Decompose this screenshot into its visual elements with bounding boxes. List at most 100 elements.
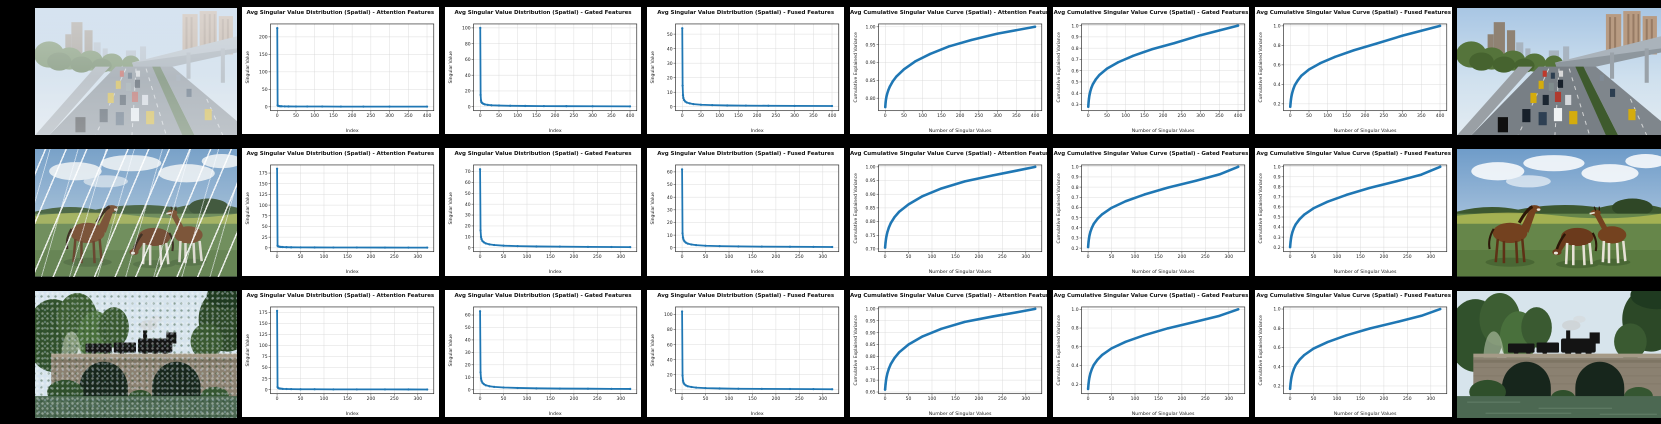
chart-cumulative-gated-r2: Avg Cumulative Singular Value Curve (Spa… <box>1052 148 1250 276</box>
svg-text:0.2: 0.2 <box>1071 246 1078 252</box>
svg-text:175: 175 <box>259 171 268 177</box>
svg-text:100: 100 <box>259 203 268 209</box>
svg-text:60: 60 <box>667 342 673 348</box>
svg-text:Cumulative Explained Variance: Cumulative Explained Variance <box>1258 32 1264 103</box>
svg-text:50: 50 <box>1108 255 1114 261</box>
svg-text:0.90: 0.90 <box>866 192 876 198</box>
chart-title: Avg Singular Value Distribution (Spatial… <box>454 10 632 16</box>
svg-text:0.6: 0.6 <box>1274 63 1281 69</box>
svg-text:50: 50 <box>262 224 268 230</box>
svg-text:Index: Index <box>346 269 359 275</box>
svg-text:250: 250 <box>569 113 578 119</box>
svg-text:0.2: 0.2 <box>1274 383 1281 389</box>
svg-text:150: 150 <box>1140 113 1149 119</box>
svg-text:200: 200 <box>569 255 578 261</box>
svg-text:0: 0 <box>1289 113 1292 119</box>
svg-text:Number of Singular Values: Number of Singular Values <box>929 269 992 275</box>
svg-text:150: 150 <box>1154 396 1163 402</box>
svg-text:Singular Value: Singular Value <box>245 334 251 367</box>
svg-text:Singular Value: Singular Value <box>650 334 656 367</box>
svg-text:400: 400 <box>625 113 634 119</box>
chart-svd-dist-gated-r1: Avg Singular Value Distribution (Spatial… <box>444 7 642 135</box>
svg-text:150: 150 <box>951 255 960 261</box>
comparison-row-2: Avg Singular Value Distribution (Spatial… <box>0 141 1661 283</box>
left-margin <box>0 282 35 424</box>
svg-text:100: 100 <box>918 113 927 119</box>
svg-text:Cumulative Explained Variance: Cumulative Explained Variance <box>1056 315 1062 386</box>
svg-text:50: 50 <box>464 325 470 331</box>
degraded-photo-city <box>35 8 237 136</box>
svg-text:10: 10 <box>464 375 470 381</box>
clean-photo-city <box>1457 8 1661 136</box>
svg-text:200: 200 <box>1159 113 1168 119</box>
svg-text:Number of Singular Values: Number of Singular Values <box>1131 128 1194 134</box>
svg-text:150: 150 <box>532 113 541 119</box>
svg-text:50: 50 <box>298 396 304 402</box>
svg-text:125: 125 <box>259 332 268 338</box>
svg-text:Singular Value: Singular Value <box>245 192 251 225</box>
svg-text:200: 200 <box>1361 113 1370 119</box>
svg-text:0.3: 0.3 <box>1071 236 1078 242</box>
svg-text:25: 25 <box>262 376 268 382</box>
svg-text:200: 200 <box>569 396 578 402</box>
svg-text:100: 100 <box>1324 113 1333 119</box>
svg-text:20: 20 <box>464 362 470 368</box>
svg-text:300: 300 <box>616 396 625 402</box>
svg-text:250: 250 <box>975 113 984 119</box>
chart-cumulative-fused-r1: Avg Cumulative Singular Value Curve (Spa… <box>1255 7 1453 135</box>
svg-text:300: 300 <box>791 113 800 119</box>
svg-text:200: 200 <box>551 113 560 119</box>
svg-text:100: 100 <box>716 113 725 119</box>
svg-text:Cumulative Explained Variance: Cumulative Explained Variance <box>853 32 859 103</box>
svg-text:150: 150 <box>259 52 268 58</box>
chart-cumulative-attention-r1: Avg Cumulative Singular Value Curve (Spa… <box>850 7 1047 135</box>
svg-text:0: 0 <box>884 396 887 402</box>
svg-text:300: 300 <box>993 113 1002 119</box>
svg-text:Cumulative Explained Variance: Cumulative Explained Variance <box>1056 173 1062 244</box>
svg-text:150: 150 <box>1154 255 1163 261</box>
svg-text:300: 300 <box>1022 255 1031 261</box>
svg-text:0.4: 0.4 <box>1071 91 1078 97</box>
svg-text:150: 150 <box>343 396 352 402</box>
svg-text:0.4: 0.4 <box>1071 226 1078 232</box>
svg-text:20: 20 <box>464 224 470 230</box>
svg-text:Number of Singular Values: Number of Singular Values <box>1334 269 1397 275</box>
svg-text:200: 200 <box>367 255 376 261</box>
svg-text:0.7: 0.7 <box>1071 195 1078 201</box>
svg-text:150: 150 <box>951 396 960 402</box>
svg-text:Singular Value: Singular Value <box>448 334 454 367</box>
svg-text:40: 40 <box>464 337 470 343</box>
svg-text:Number of Singular Values: Number of Singular Values <box>1334 411 1397 417</box>
svg-text:50: 50 <box>906 255 912 261</box>
svg-text:0.6: 0.6 <box>1274 345 1281 351</box>
svg-text:Index: Index <box>548 411 561 417</box>
chart-title: Avg Cumulative Singular Value Curve (Spa… <box>1053 292 1249 299</box>
chart-title: Avg Singular Value Distribution (Spatial… <box>454 292 632 299</box>
chart-title: Avg Singular Value Distribution (Spatial… <box>246 151 435 158</box>
svg-text:0.70: 0.70 <box>866 247 876 253</box>
svg-text:200: 200 <box>367 396 376 402</box>
svg-text:150: 150 <box>937 113 946 119</box>
svg-text:0: 0 <box>467 246 470 252</box>
svg-text:300: 300 <box>1427 396 1436 402</box>
svg-text:50: 50 <box>1311 255 1317 261</box>
svg-text:300: 300 <box>588 113 597 119</box>
svg-text:0: 0 <box>478 255 481 261</box>
svg-text:0: 0 <box>1086 255 1089 261</box>
svg-text:250: 250 <box>390 396 399 402</box>
svg-text:Number of Singular Values: Number of Singular Values <box>929 128 992 134</box>
svg-text:150: 150 <box>546 255 555 261</box>
svg-text:250: 250 <box>1403 396 1412 402</box>
svg-text:Index: Index <box>346 411 359 417</box>
svg-text:0: 0 <box>1289 255 1292 261</box>
svg-text:20: 20 <box>464 89 470 95</box>
svg-text:100: 100 <box>664 312 673 318</box>
svg-text:1.0: 1.0 <box>1274 165 1281 171</box>
svg-text:Index: Index <box>751 411 764 417</box>
svg-text:0: 0 <box>1086 396 1089 402</box>
svg-text:200: 200 <box>259 35 268 41</box>
svg-text:0: 0 <box>681 255 684 261</box>
svg-text:0: 0 <box>1289 396 1292 402</box>
svg-text:50: 50 <box>906 396 912 402</box>
